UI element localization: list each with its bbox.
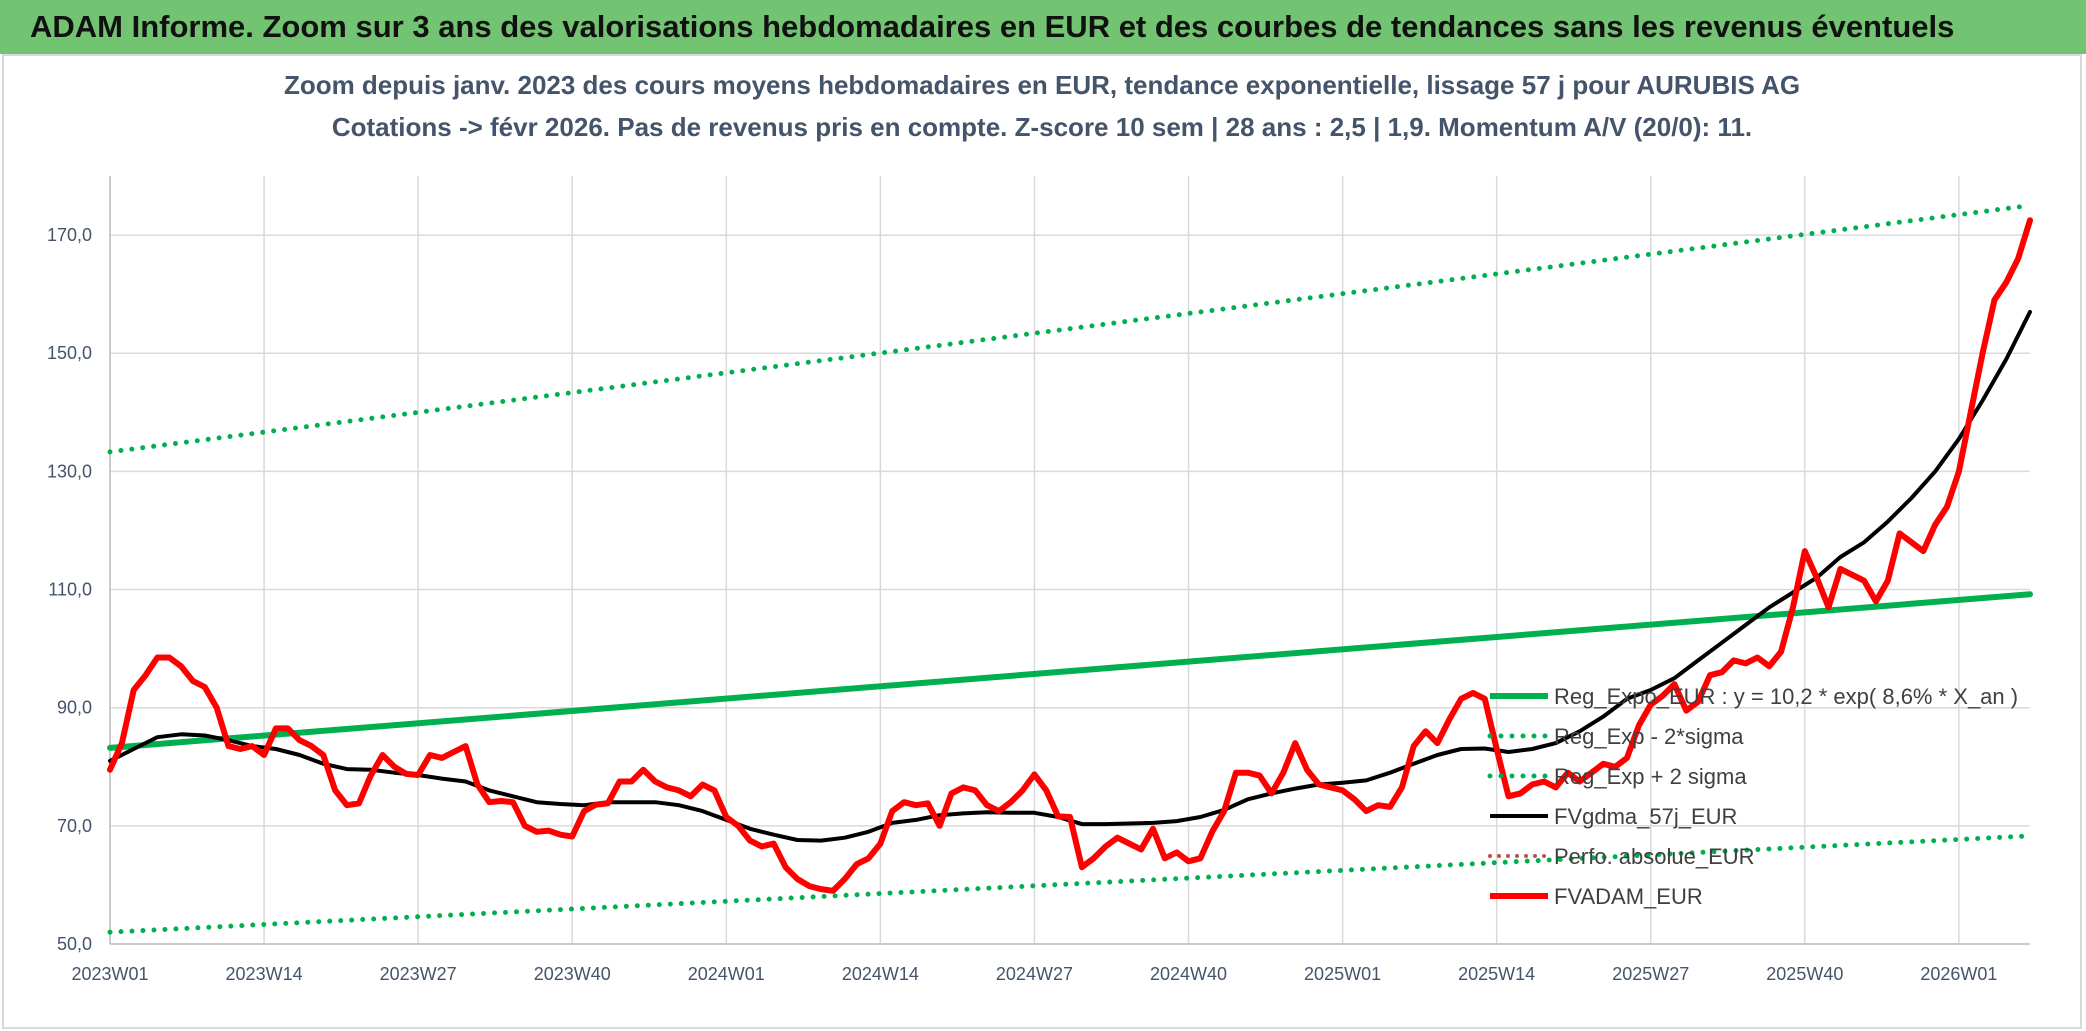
- legend-label-reg-exp-2-sigma: Reg_Exp - 2*sigma: [1554, 724, 1744, 749]
- y-tick-label: 150,0: [47, 343, 92, 363]
- axes: 50,0 70,0 90,0 110,0 130,0 150,0 170,0 2023W01 2…: [47, 176, 2030, 984]
- x-tick-label: 2025W14: [1458, 964, 1535, 984]
- y-tick-label: 70,0: [57, 816, 92, 836]
- y-tick-label: 110,0: [48, 580, 92, 600]
- series-line-fvgdma-57j-eur: [108, 309, 2032, 843]
- x-tick-label: 2023W01: [71, 964, 148, 984]
- legend-label-reg-expo-eur-y-10-2-exp-8-6-x-an: Reg_Expo_EUR : y = 10,2 * exp( 8,6% * X_…: [1554, 684, 2018, 709]
- line-chart: Zoom depuis janv. 2023 des cours moyens …: [47, 70, 2033, 984]
- legend-label-fvadam-eur: FVADAM_EUR: [1554, 884, 1703, 909]
- chart-subtitle: Cotations -> févr 2026. Pas de revenus p…: [332, 112, 1752, 142]
- legend-label-perfo-absolue-eur: Perfo. absolue_EUR: [1554, 844, 1755, 869]
- chart-frame: Zoom depuis janv. 2023 des cours moyens …: [2, 54, 2082, 1029]
- x-tick-label: 2025W40: [1766, 964, 1843, 984]
- x-tick-label: 2024W14: [842, 964, 919, 984]
- grid-lines: [109, 176, 2030, 945]
- x-tick-label: 2026W01: [1920, 964, 1997, 984]
- legend-label-reg-exp-2-sigma: Reg_Exp + 2 sigma: [1554, 764, 1747, 789]
- series-line-reg-expo-eur-y-10-2-exp-8-6-x-an: [107, 591, 2033, 751]
- y-tick-label: 90,0: [57, 698, 92, 718]
- report-banner: ADAM Informe. Zoom sur 3 ans des valoris…: [0, 0, 2086, 54]
- report-title: ADAM Informe. Zoom sur 3 ans des valoris…: [30, 9, 1955, 44]
- x-tick-label: 2023W14: [226, 964, 303, 984]
- x-tick-label: 2023W40: [534, 964, 611, 984]
- y-tick-label: 50,0: [57, 934, 92, 954]
- x-tick-label: 2024W01: [688, 964, 765, 984]
- legend: Reg_Expo_EUR : y = 10,2 * exp( 8,6% * X_…: [1487, 684, 2018, 909]
- x-tick-label: 2025W01: [1304, 964, 1381, 984]
- legend-label-fvgdma-57j-eur: FVgdma_57j_EUR: [1554, 804, 1737, 829]
- chart-title: Zoom depuis janv. 2023 des cours moyens …: [284, 70, 1800, 100]
- x-tick-label: 2024W40: [1150, 964, 1227, 984]
- series-line-reg-exp-2-sigma: [107, 203, 2033, 455]
- series-line-fvadam-eur: [107, 217, 2033, 894]
- x-tick-label: 2024W27: [996, 964, 1073, 984]
- x-tick-label: 2023W27: [380, 964, 457, 984]
- x-tick-label: 2025W27: [1612, 964, 1689, 984]
- y-tick-label: 130,0: [47, 461, 92, 481]
- y-tick-label: 170,0: [47, 225, 92, 245]
- series-line-reg-exp-2-sigma: [107, 833, 2033, 935]
- series-layer: [107, 203, 2033, 935]
